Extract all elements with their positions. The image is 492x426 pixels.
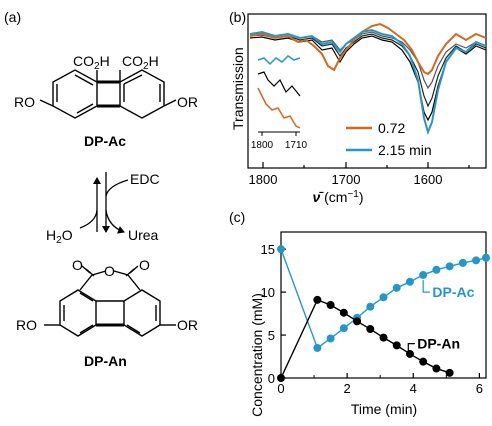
plot-frame <box>280 231 487 379</box>
data-point-dp-an <box>366 325 375 334</box>
series-label-dp-ac: DP-Ac <box>432 284 474 300</box>
panel-a-label: (a) <box>4 9 21 25</box>
byproduct-urea: Urea <box>128 227 159 243</box>
dp-an-o-left: O <box>72 257 83 273</box>
data-point-dp-ac <box>366 302 375 311</box>
spectrum-xlabel: ν̄ (cm−1) <box>312 189 363 205</box>
spectrum-frame <box>247 13 487 169</box>
spectrum-xtick-1800: 1800 <box>249 172 278 187</box>
spectrum-xtick-1700: 1700 <box>332 172 361 187</box>
water-curve <box>79 209 98 229</box>
inset-axis <box>258 131 300 136</box>
panel-b: (b) Transmission 1800 1700 1600 ν̄ (cm−1… <box>229 9 487 205</box>
data-point-dp-ac <box>339 324 348 333</box>
panel-b-label: (b) <box>229 9 246 25</box>
x-tick-label: 6 <box>476 381 483 396</box>
concentration-plot: 0 2 4 6 0 5 10 15 DP-Ac DP-An <box>261 231 490 396</box>
data-point-dp-ac <box>458 258 467 267</box>
y-tick-label: 0 <box>268 371 275 386</box>
data-point-dp-ac <box>482 253 490 262</box>
spectrum-trace-early <box>249 22 487 76</box>
x-tick-label: 4 <box>410 381 417 396</box>
x-tick-label: 2 <box>344 381 351 396</box>
urea-curve <box>105 209 125 234</box>
data-point-dp-ac <box>392 283 401 292</box>
spectrum-ylabel: Transmission <box>230 47 246 130</box>
inset-trace-gray <box>257 71 301 97</box>
inset-trace-late <box>257 55 301 66</box>
dp-an-leader <box>407 343 415 356</box>
dp-an-structure <box>44 265 176 337</box>
concentration-ylabel: Concentration (mM) <box>249 293 265 417</box>
concentration-xlabel: Time (min) <box>351 401 417 417</box>
spectrum-xtick-1600: 1600 <box>414 172 443 187</box>
data-point-dp-an <box>392 341 401 350</box>
data-point-dp-an <box>313 295 322 304</box>
data-point-dp-an <box>277 374 285 382</box>
data-point-dp-ac <box>379 293 388 302</box>
dp-ac-structure <box>39 69 177 119</box>
data-point-dp-an <box>405 349 414 358</box>
legend-label-early: 0.72 <box>378 120 405 136</box>
spectrum-ticks <box>262 162 470 168</box>
data-point-dp-ac <box>277 245 285 254</box>
data-point-dp-ac <box>405 277 414 286</box>
dp-ac-group-left: CO2H <box>73 53 110 72</box>
data-point-dp-ac <box>326 334 335 343</box>
panel-a: (a) CO2H CO2H RO OR DP-Ac <box>4 9 198 369</box>
reagent-water: H2O <box>46 227 73 246</box>
reagent-edc: EDC <box>130 171 160 187</box>
data-point-dp-an <box>432 364 441 373</box>
data-point-dp-an <box>353 317 362 326</box>
dp-ac-sub-right: OR <box>177 94 198 110</box>
panel-c-label: (c) <box>229 209 245 225</box>
data-point-dp-an <box>379 333 388 342</box>
data-point-dp-an <box>326 301 335 309</box>
dp-an-sub-left: RO <box>16 317 37 333</box>
dp-ac-leader <box>422 280 430 293</box>
inset-trace-early <box>257 87 301 129</box>
edc-curve <box>105 179 129 197</box>
spectrum-traces <box>249 22 487 136</box>
data-point-dp-an <box>339 308 348 317</box>
y-tick-label: 15 <box>261 242 275 257</box>
inset-tick-1710: 1710 <box>285 140 308 151</box>
dp-ac-name: DP-Ac <box>84 133 126 149</box>
data-point-dp-ac <box>419 270 428 279</box>
legend-label-late: 2.15 min <box>378 142 432 158</box>
x-tick-label: 0 <box>277 381 284 396</box>
y-tick-label: 5 <box>268 328 275 343</box>
spectrum-trace-gray2 <box>249 33 487 108</box>
dp-ac-group-right: CO2H <box>122 53 159 72</box>
dp-an-name: DP-An <box>84 353 127 369</box>
y-tick-label: 10 <box>261 285 275 300</box>
series-label-dp-an: DP-An <box>417 336 460 352</box>
panel-c: (c) Concentration (mM) Time (min) 0 2 4 6 0 5… <box>229 209 490 417</box>
data-point-dp-ac <box>432 265 441 274</box>
data-point-dp-ac <box>472 256 481 265</box>
spectrum-inset <box>257 55 301 136</box>
spectrum-trace-late <box>249 28 487 136</box>
data-point-dp-an <box>419 357 428 366</box>
dp-an-o-right: O <box>139 257 150 273</box>
dp-an-o-mid: O <box>104 263 115 279</box>
equilibrium-arrows <box>79 172 129 234</box>
data-point-dp-ac <box>313 343 322 352</box>
dp-ac-sub-left: RO <box>14 94 35 110</box>
inset-tick-1800: 1800 <box>251 140 274 151</box>
data-point-dp-an <box>445 368 454 377</box>
dp-an-sub-right: OR <box>177 317 198 333</box>
data-point-dp-ac <box>445 262 454 271</box>
